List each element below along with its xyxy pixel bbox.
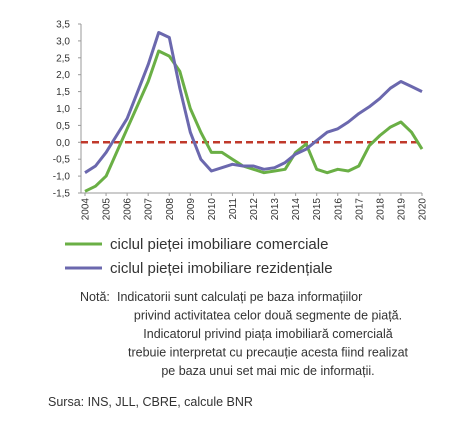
note-line: trebuie interpretat cu precauție acesta … (128, 346, 409, 360)
y-tick-label: 1,0 (56, 104, 70, 115)
y-tick-label: 0,0 (56, 138, 70, 149)
source: Sursa: INS, JLL, CBRE, calcule BNR (48, 395, 253, 409)
x-tick-label: 2013 (270, 198, 281, 221)
x-tick-label: 2006 (123, 198, 134, 221)
x-tick-label: 2012 (249, 198, 260, 221)
x-tick-label: 2015 (312, 198, 323, 221)
series-line (84, 49, 424, 193)
y-tick-label: -1,5 (53, 189, 71, 200)
note-label: Notă: (80, 290, 110, 304)
legend-label: ciclul pieței imobiliare comerciale (110, 236, 328, 253)
y-tick-label: 3,5 (56, 20, 70, 31)
series-line (84, 31, 423, 174)
y-tick-label: -0,5 (53, 155, 71, 166)
note-line: Indicatorii sunt calculați pe baza infor… (117, 290, 362, 304)
x-tick-label: 2004 (81, 198, 92, 221)
y-tick-label: 3,0 (56, 36, 70, 47)
y-tick-label: -1,0 (53, 172, 71, 183)
x-tick-label: 2005 (102, 198, 113, 221)
x-tick-label: 2007 (144, 198, 155, 221)
y-tick-label: 2,5 (56, 53, 70, 64)
x-tick-label: 2016 (333, 198, 344, 221)
x-tick-label: 2019 (396, 198, 407, 221)
x-tick-label: 2008 (165, 198, 176, 221)
x-tick-label: 2011 (228, 198, 239, 220)
x-tick-label: 2010 (207, 198, 218, 221)
note-line: pe baza unui set mai mic de informații. (161, 364, 374, 378)
y-tick-label: 0,5 (56, 121, 70, 132)
legend-label: ciclul pieței imobiliare rezidențiale (110, 260, 333, 277)
x-tick-label: 2009 (186, 198, 197, 221)
y-tick-label: 2,0 (56, 70, 70, 81)
x-tick-label: 2020 (418, 198, 429, 221)
x-tick-label: 2014 (291, 198, 302, 221)
x-tick-label: 2017 (354, 198, 365, 221)
y-tick-label: 1,5 (56, 87, 70, 98)
x-tick-label: 2018 (375, 198, 386, 221)
note-line: privind activitatea celor două segmente … (134, 309, 402, 323)
note-line: Indicatorul privind piața imobiliară com… (143, 327, 392, 341)
